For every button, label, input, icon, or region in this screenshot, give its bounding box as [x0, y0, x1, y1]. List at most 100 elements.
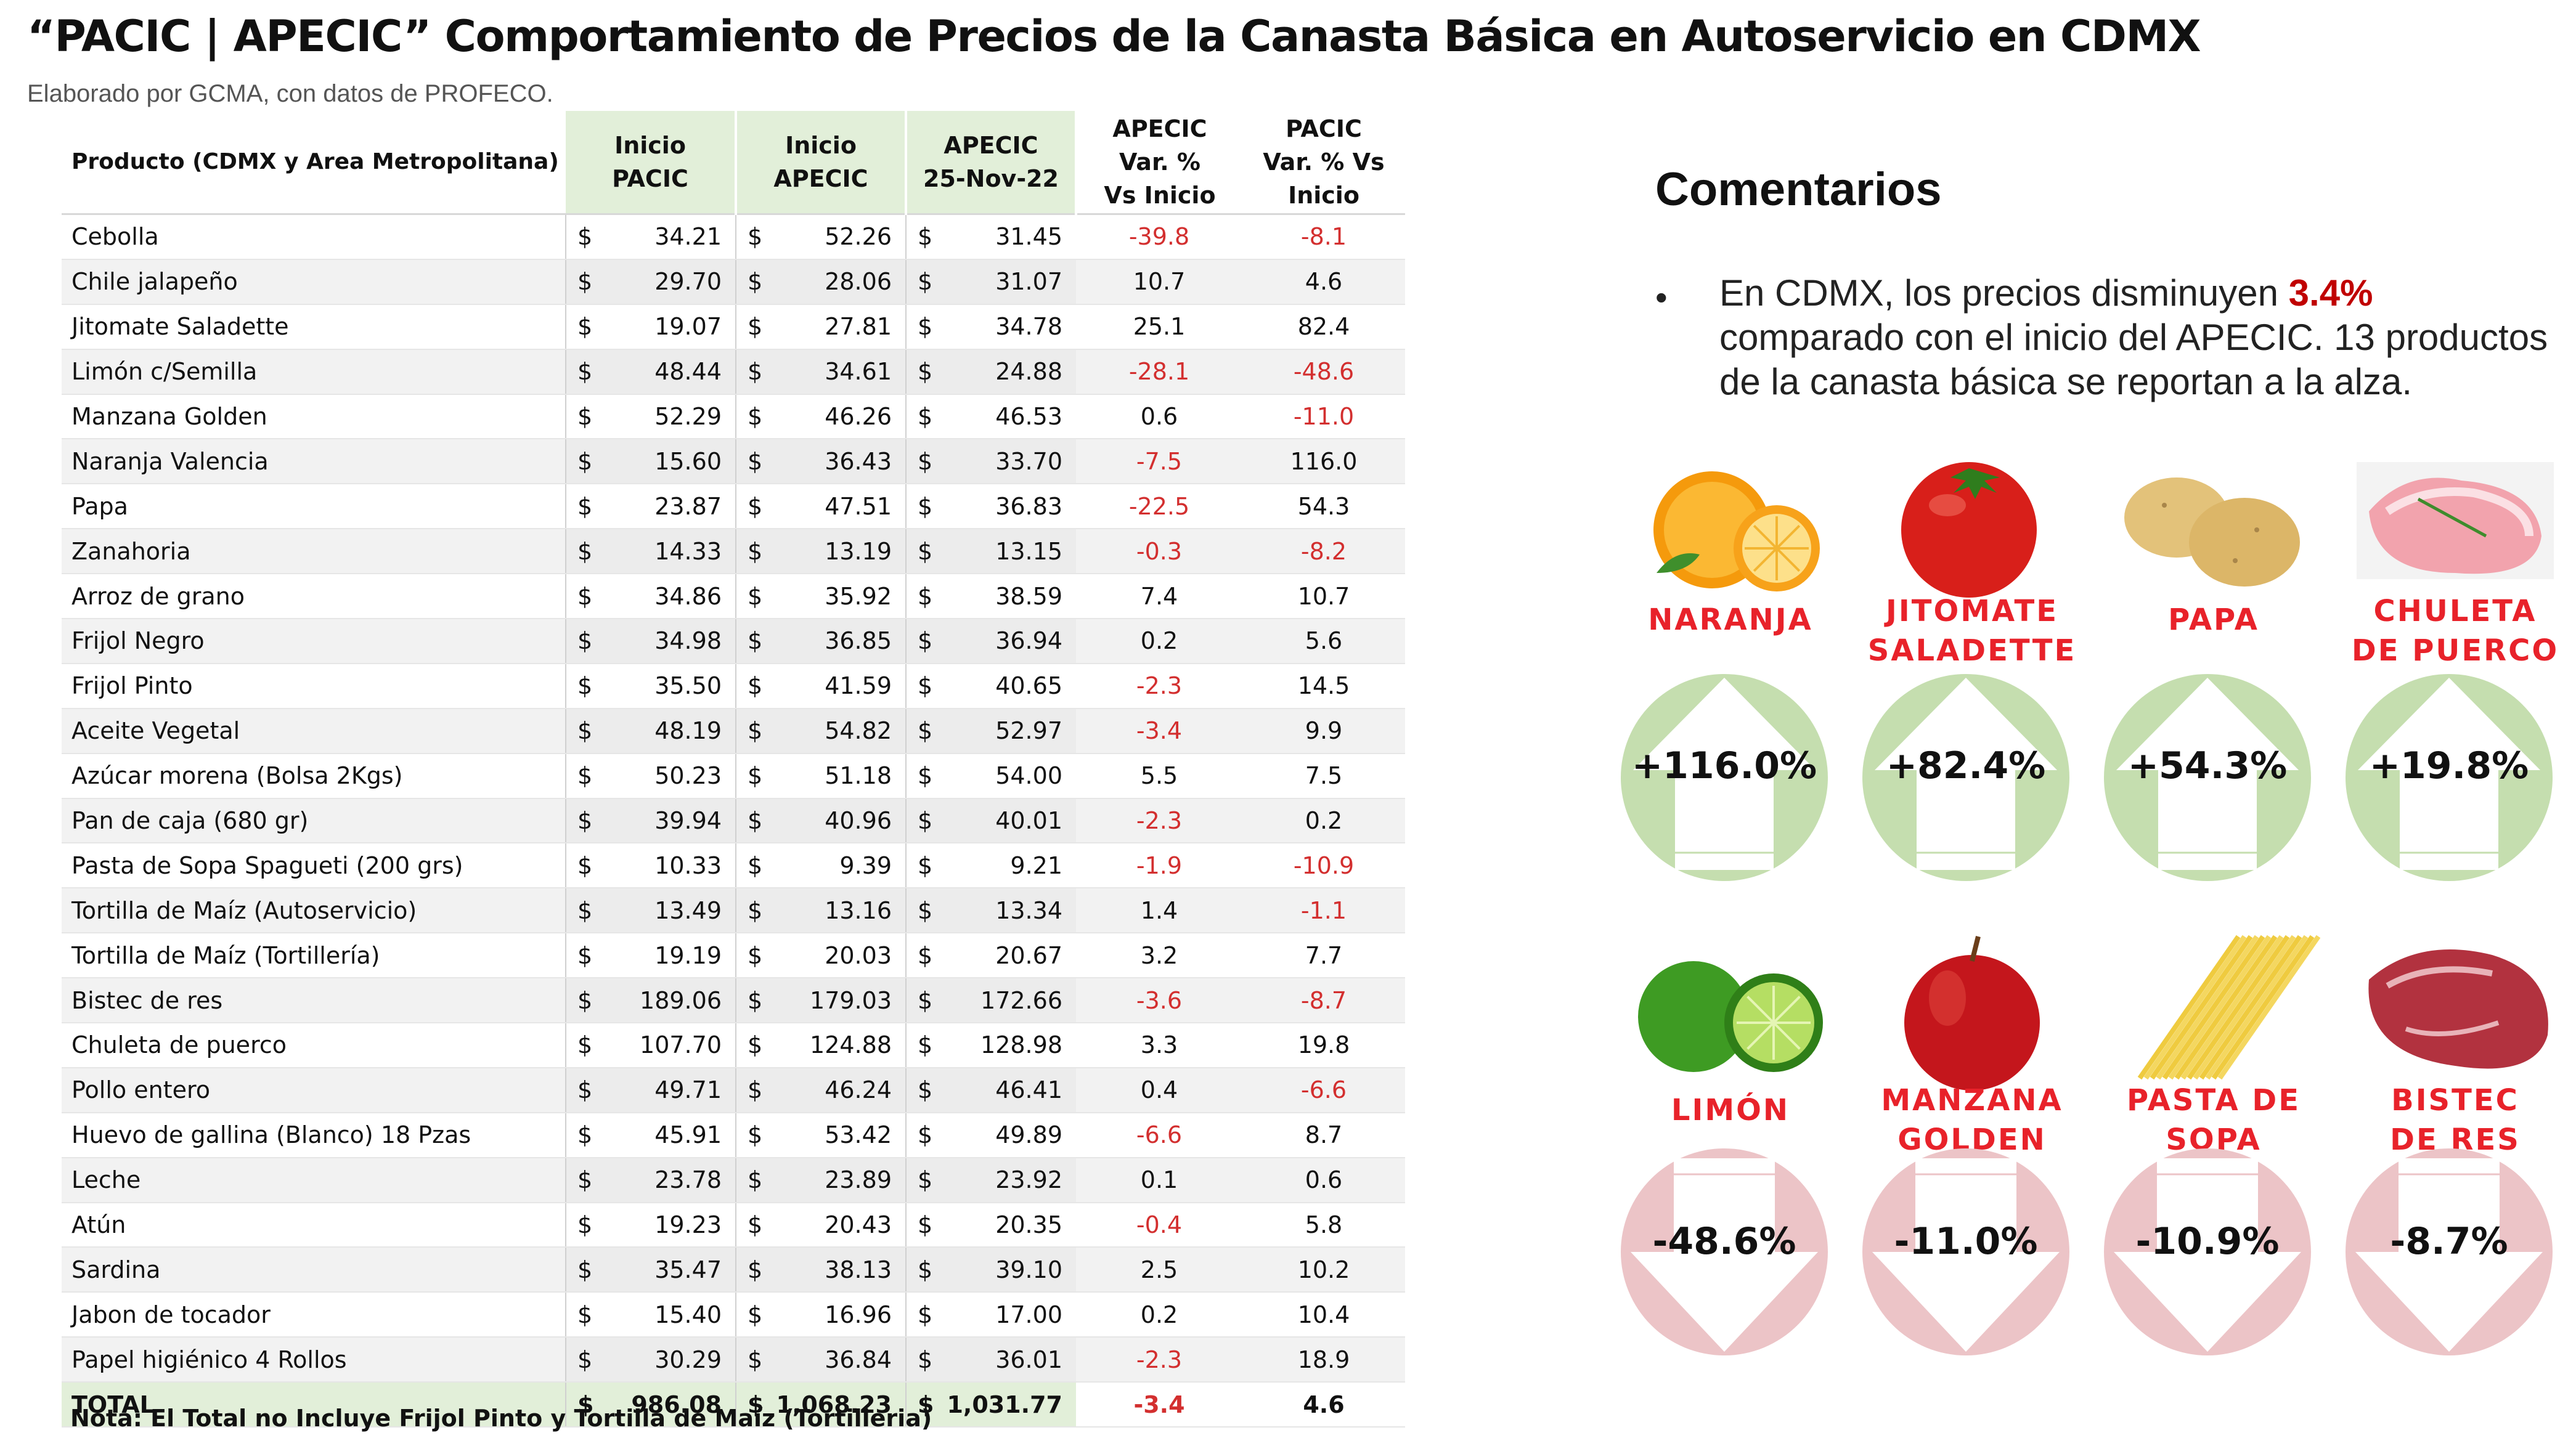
price-value: 36.94 [995, 627, 1062, 655]
price-cell-pacic: $39.94 [565, 798, 736, 844]
currency-symbol: $ [748, 807, 763, 835]
price-value: 36.84 [825, 1346, 892, 1373]
price-table: Producto (CDMX y Area Metropolitana) Ini… [62, 111, 1405, 1428]
table-row: Pasta de Sopa Spagueti (200 grs) $10.33 $9… [62, 843, 1405, 889]
price-cell-apecic: $36.85 [735, 619, 906, 664]
currency-symbol: $ [748, 1391, 764, 1418]
table-row: Leche $23.78 $23.89 $23.92 0.1 0.6 [62, 1157, 1405, 1203]
variation-cell-var-pacic: 10.7 [1242, 574, 1405, 620]
price-cell-pacic: $48.44 [565, 349, 736, 395]
price-value: 54.82 [825, 717, 892, 745]
currency-symbol: $ [918, 1346, 933, 1373]
currency-symbol: $ [577, 1031, 593, 1059]
price-value: 35.47 [654, 1256, 722, 1283]
table-row: Arroz de grano $34.86 $35.92 $38.59 7.4 10.7 [62, 574, 1405, 620]
price-cell-current: $34.78 [905, 304, 1076, 350]
price-value: 38.13 [825, 1256, 892, 1283]
card-label: PAPA [2168, 603, 2259, 637]
variation-cell-var-pacic: -8.7 [1242, 978, 1405, 1024]
currency-symbol: $ [918, 807, 933, 835]
variation-cell-var-apecic: -2.3 [1076, 663, 1242, 709]
currency-symbol: $ [918, 1076, 933, 1104]
card-percentage: +54.3% [2127, 744, 2288, 787]
currency-symbol: $ [748, 1301, 763, 1328]
table-row: Naranja Valencia $15.60 $36.43 $33.70 -7.5 11… [62, 439, 1405, 485]
table-total-row: TOTAL $986.08 $1,068.23 $1,031.77 -3.4 4.6 [62, 1382, 1405, 1428]
currency-symbol: $ [918, 986, 933, 1014]
price-cell-pacic: $13.49 [565, 888, 736, 934]
product-name-cell: Manzana Golden [62, 394, 566, 440]
product-name-cell: Tortilla de Maíz (Autoservicio) [62, 888, 566, 934]
price-value: 23.78 [654, 1166, 722, 1194]
variation-cell-var-pacic: 82.4 [1242, 304, 1405, 350]
variation-cell-var-apecic: 0.2 [1076, 619, 1242, 664]
variation-cell-var-pacic: 7.5 [1242, 753, 1405, 799]
price-value: 52.97 [995, 717, 1062, 745]
price-cell-current: $128.98 [905, 1023, 1076, 1068]
price-value: 13.19 [825, 537, 892, 565]
page-title: “PACIC | APECIC” Comportamiento de Preci… [27, 11, 2201, 62]
currency-symbol: $ [918, 941, 933, 969]
currency-symbol: $ [748, 762, 763, 790]
price-value: 40.65 [995, 672, 1062, 700]
currency-symbol: $ [577, 1391, 594, 1418]
price-cell-pacic: $52.29 [565, 394, 736, 440]
price-value: 35.92 [825, 582, 892, 610]
currency-symbol: $ [918, 896, 933, 924]
table-row: Pollo entero $49.71 $46.24 $46.41 0.4 -6.6 [62, 1067, 1405, 1113]
price-cell-current: $36.01 [905, 1337, 1076, 1383]
currency-symbol: $ [918, 582, 933, 610]
price-value: 19.23 [654, 1211, 722, 1239]
variation-cell-var-apecic: 10.7 [1076, 259, 1242, 305]
variation-cell-var-apecic: 5.5 [1076, 753, 1242, 799]
header-product: Producto (CDMX y Area Metropolitana) [62, 111, 566, 215]
variation-cell-var-apecic: 1.4 [1076, 888, 1242, 934]
table-row: Manzana Golden $52.29 $46.26 $46.53 0.6 -11.0 [62, 394, 1405, 440]
price-value: 20.03 [825, 941, 892, 969]
product-name-cell: Pan de caja (680 gr) [62, 798, 566, 844]
price-value: 45.91 [654, 1121, 722, 1149]
currency-symbol: $ [918, 851, 933, 879]
variation-cell-var-pacic: 9.9 [1242, 708, 1405, 754]
currency-symbol: $ [748, 313, 763, 341]
card-percentage: +82.4% [1886, 744, 2046, 787]
variation-cell-var-apecic: -1.9 [1076, 843, 1242, 889]
price-cell-apecic: $52.26 [735, 214, 906, 260]
variation-cell-var-pacic: 7.7 [1242, 933, 1405, 979]
apple-icon [1904, 936, 2040, 1091]
price-cell-apecic: $1,068.23 [735, 1382, 906, 1428]
pasta-icon [2137, 935, 2321, 1080]
price-cell-current: $23.92 [905, 1157, 1076, 1203]
table-row: Chile jalapeño $29.70 $28.06 $31.07 10.7 4.6 [62, 259, 1405, 305]
price-cell-current: $9.21 [905, 843, 1076, 889]
price-value: 20.43 [825, 1211, 892, 1239]
currency-symbol: $ [748, 941, 763, 969]
variation-cell-var-apecic: 25.1 [1076, 304, 1242, 350]
currency-symbol: $ [577, 223, 593, 251]
currency-symbol: $ [918, 1256, 933, 1283]
price-cell-current: $17.00 [905, 1292, 1076, 1338]
table-note: Nota: El Total no Incluye Frijol Pinto y… [70, 1405, 932, 1432]
currency-symbol: $ [748, 492, 763, 520]
variation-cell-var-pacic: 14.5 [1242, 663, 1405, 709]
price-value: 39.94 [654, 807, 722, 835]
price-value: 107.70 [640, 1031, 722, 1059]
currency-symbol: $ [577, 582, 593, 610]
price-value: 13.34 [995, 896, 1062, 924]
table-row: Frijol Pinto $35.50 $41.59 $40.65 -2.3 14.5 [62, 663, 1405, 709]
price-cell-pacic: $50.23 [565, 753, 736, 799]
price-value: 34.98 [654, 627, 722, 655]
currency-symbol: $ [748, 1211, 763, 1239]
price-cell-current: $13.34 [905, 888, 1076, 934]
currency-symbol: $ [748, 1076, 763, 1104]
price-value: 39.10 [995, 1256, 1062, 1283]
price-cell-pacic: $19.07 [565, 304, 736, 350]
price-value: 36.43 [825, 447, 892, 475]
price-cell-apecic: $36.43 [735, 439, 906, 485]
header-pacic-var: PACIC Var. % Vs Inicio [1242, 111, 1405, 215]
table-row: Frijol Negro $34.98 $36.85 $36.94 0.2 5.6 [62, 619, 1405, 664]
product-name-cell: Zanahoria [62, 529, 566, 575]
variation-cell-var-pacic: 10.2 [1242, 1247, 1405, 1293]
currency-symbol: $ [577, 1346, 593, 1373]
price-value: 34.86 [654, 582, 722, 610]
